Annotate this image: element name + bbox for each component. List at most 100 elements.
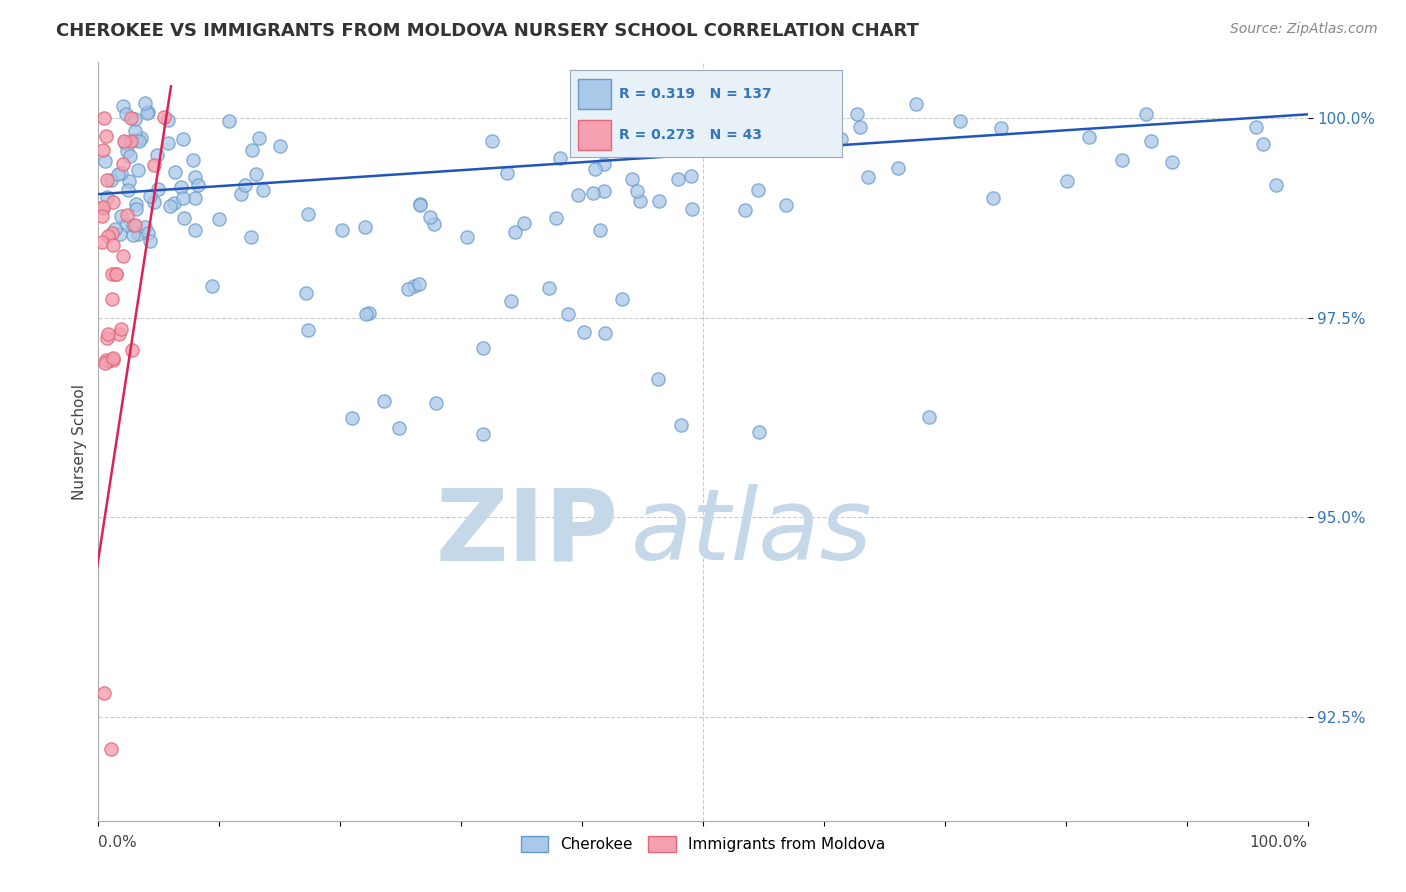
Point bbox=[247, 131, 270, 145]
Point bbox=[125, 202, 148, 217]
Point bbox=[664, 130, 686, 145]
Point bbox=[121, 218, 143, 232]
Point bbox=[354, 219, 377, 234]
Point bbox=[340, 411, 363, 425]
Point bbox=[108, 327, 131, 342]
Point bbox=[917, 410, 939, 425]
Point bbox=[621, 172, 644, 186]
Point bbox=[1244, 120, 1267, 135]
Point bbox=[138, 188, 160, 202]
Point bbox=[115, 218, 138, 232]
Point bbox=[742, 104, 765, 119]
Point bbox=[110, 166, 132, 180]
Point bbox=[887, 161, 910, 175]
Point bbox=[156, 113, 179, 128]
Point bbox=[1160, 155, 1182, 169]
Point bbox=[582, 186, 605, 200]
Point bbox=[592, 157, 614, 171]
Point bbox=[131, 131, 153, 145]
Point bbox=[981, 191, 1004, 205]
Point bbox=[114, 107, 136, 121]
Point bbox=[456, 230, 478, 244]
Point bbox=[172, 131, 194, 145]
Point bbox=[396, 282, 419, 296]
Point bbox=[681, 202, 703, 217]
Point bbox=[120, 149, 142, 163]
Point bbox=[201, 279, 224, 293]
Point bbox=[1251, 137, 1274, 152]
Point bbox=[423, 217, 446, 231]
Point bbox=[183, 191, 205, 205]
Text: Source: ZipAtlas.com: Source: ZipAtlas.com bbox=[1230, 22, 1378, 37]
Point bbox=[136, 105, 159, 120]
Point bbox=[143, 195, 166, 210]
Point bbox=[184, 223, 207, 237]
Point bbox=[112, 99, 135, 113]
Y-axis label: Nursery School: Nursery School bbox=[72, 384, 87, 500]
Point bbox=[124, 123, 146, 137]
Point bbox=[115, 208, 138, 222]
Point bbox=[159, 199, 181, 213]
Point bbox=[97, 228, 120, 243]
Point bbox=[208, 211, 231, 226]
Point bbox=[110, 322, 132, 336]
Point bbox=[101, 227, 124, 241]
Point bbox=[1056, 174, 1078, 188]
Point bbox=[173, 211, 195, 225]
Point bbox=[187, 178, 209, 192]
Point bbox=[845, 107, 868, 121]
Point bbox=[165, 164, 187, 178]
Point bbox=[419, 211, 441, 225]
Point bbox=[105, 268, 128, 282]
Point bbox=[110, 209, 132, 223]
Point bbox=[648, 194, 671, 208]
Point bbox=[513, 216, 536, 230]
Point bbox=[269, 138, 291, 153]
Point bbox=[156, 136, 179, 150]
Point bbox=[101, 292, 124, 306]
Point bbox=[595, 326, 617, 341]
Point bbox=[388, 420, 411, 434]
Text: 0.0%: 0.0% bbox=[98, 835, 138, 850]
Point bbox=[548, 152, 571, 166]
Point bbox=[734, 202, 756, 217]
Point bbox=[124, 112, 146, 126]
Point bbox=[96, 173, 118, 187]
Point bbox=[97, 354, 120, 368]
Point bbox=[114, 136, 136, 150]
Point bbox=[239, 229, 262, 244]
Point bbox=[96, 331, 118, 345]
Point bbox=[373, 394, 395, 409]
Point bbox=[172, 191, 194, 205]
Point bbox=[128, 134, 150, 148]
Point bbox=[139, 234, 162, 248]
Point bbox=[104, 222, 127, 236]
Point bbox=[572, 325, 595, 339]
Point bbox=[252, 183, 274, 197]
Point bbox=[330, 222, 353, 236]
Point bbox=[127, 227, 149, 242]
Point bbox=[557, 307, 579, 321]
Point bbox=[408, 277, 430, 292]
Point bbox=[146, 182, 169, 196]
Point bbox=[1078, 130, 1101, 145]
Point bbox=[101, 351, 124, 365]
Point bbox=[121, 343, 143, 357]
Point bbox=[1111, 153, 1133, 167]
Point bbox=[592, 184, 614, 198]
Text: atlas: atlas bbox=[630, 484, 872, 581]
Point bbox=[425, 396, 447, 410]
Point bbox=[669, 418, 692, 433]
Point bbox=[666, 172, 689, 186]
Point bbox=[136, 227, 159, 241]
Point bbox=[101, 195, 124, 210]
Point bbox=[112, 134, 135, 148]
Text: ZIP: ZIP bbox=[436, 484, 619, 581]
Text: CHEROKEE VS IMMIGRANTS FROM MOLDOVA NURSERY SCHOOL CORRELATION CHART: CHEROKEE VS IMMIGRANTS FROM MOLDOVA NURS… bbox=[56, 22, 920, 40]
Point bbox=[127, 163, 149, 178]
Point bbox=[905, 96, 928, 111]
Point bbox=[495, 166, 517, 180]
Point bbox=[94, 353, 117, 368]
Point bbox=[93, 686, 115, 700]
Point bbox=[544, 211, 567, 226]
